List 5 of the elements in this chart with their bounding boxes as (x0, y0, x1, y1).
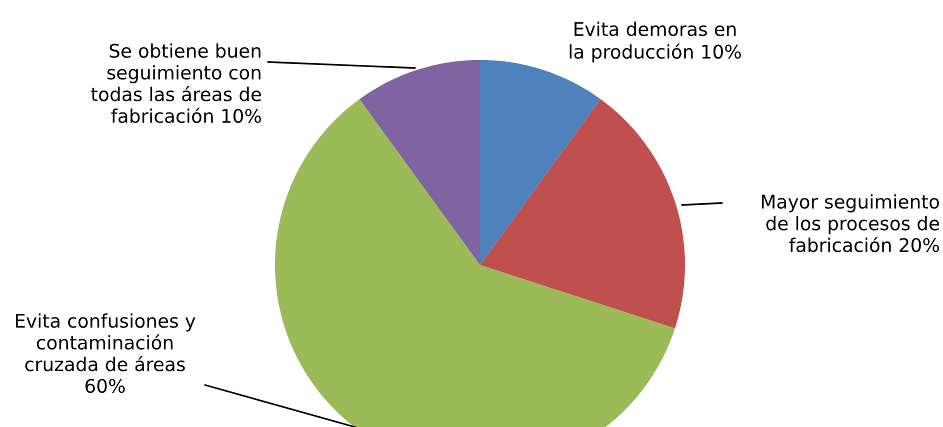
slice-label: Se obtiene buen seguimiento con todas las áreas de fabricación 10% (91, 43, 262, 124)
slice-label: Evita demoras en la producción 10% (570, 22, 741, 62)
slice-label: Mayor seguimiento de los procesos de fabricación 20% (762, 194, 939, 252)
slice-label: Evita confusiones y contaminación cruzada de áreas (16, 313, 196, 372)
data-label: 60% (85, 378, 125, 394)
